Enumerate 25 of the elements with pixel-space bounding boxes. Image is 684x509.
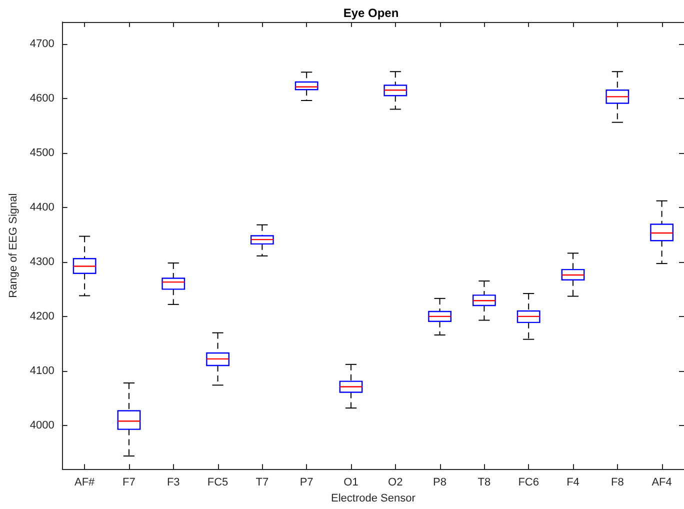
- y-tick-label: 4700: [30, 38, 54, 50]
- x-tick-label: F4: [566, 476, 580, 489]
- x-tick-label: AF#: [74, 476, 96, 489]
- y-tick-label: 4200: [30, 310, 54, 322]
- x-tick-label: P7: [300, 476, 314, 489]
- x-tick-label: P8: [433, 476, 447, 489]
- x-tick-label: AF4: [652, 476, 672, 489]
- x-tick-label: T7: [256, 476, 269, 489]
- y-tick-label: 4500: [30, 146, 54, 159]
- x-tick-label: F3: [166, 476, 180, 489]
- x-tick-label: O2: [388, 476, 403, 489]
- y-tick-label: 4600: [30, 92, 54, 104]
- y-tick-label: 4400: [30, 201, 54, 214]
- x-tick-label: FC5: [207, 476, 228, 489]
- x-tick-label: F7: [122, 476, 136, 489]
- chart-title: Eye Open: [343, 6, 399, 20]
- x-tick-label: F8: [610, 476, 624, 489]
- x-tick-label: T8: [478, 476, 491, 489]
- y-tick-label: 4100: [30, 364, 54, 377]
- x-axis-title: Electrode Sensor: [330, 492, 416, 504]
- y-axis-title: Range of EEG Signal: [8, 193, 20, 298]
- x-tick-label: FC6: [518, 476, 539, 489]
- y-tick-label: 4300: [30, 256, 54, 268]
- y-tick-label: 4000: [30, 419, 54, 432]
- x-tick-label: O1: [344, 476, 358, 489]
